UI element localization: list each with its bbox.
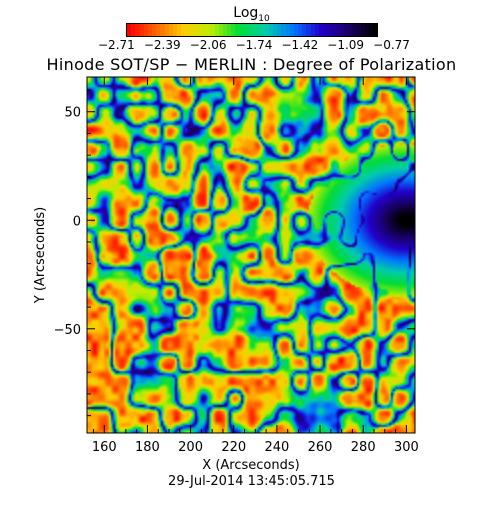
colorbar-segment <box>268 24 274 36</box>
colorbar-segment <box>289 24 294 36</box>
y-tick-label: 50 <box>64 106 81 121</box>
x-axis-label: X (Arcseconds) <box>202 458 299 473</box>
colorbar-segment <box>252 24 257 36</box>
colorbar-segment <box>348 24 353 36</box>
x-tick-label: 240 <box>264 440 289 455</box>
colorbar-segment <box>197 24 203 36</box>
colorbar-segment <box>306 24 311 36</box>
colorbar-segment <box>314 24 319 36</box>
colorbar-segment <box>152 24 157 36</box>
colorbar-segment <box>189 24 194 36</box>
colorbar-segment <box>139 24 144 36</box>
colorbar-segment <box>210 24 215 36</box>
colorbar-tick-label: −2.71 <box>98 38 135 52</box>
y-tick-label: −50 <box>54 323 81 338</box>
polarization-texture <box>87 77 415 433</box>
x-tick-label: 200 <box>178 440 203 455</box>
colorbar-segment <box>156 24 161 36</box>
colorbar-segment <box>364 24 369 36</box>
x-tick-label: 220 <box>221 440 246 455</box>
colorbar-segment <box>310 24 315 36</box>
x-tick-label: 180 <box>135 440 160 455</box>
colorbar-segment <box>331 24 336 36</box>
colorbar-segment <box>218 24 223 36</box>
colorbar-segment <box>164 24 169 36</box>
colorbar-segment <box>160 24 165 36</box>
x-tick-label: 260 <box>308 440 333 455</box>
colorbar-segment <box>260 24 265 36</box>
colorbar-segment <box>293 24 299 36</box>
colorbar-tick-label: −1.74 <box>235 38 273 52</box>
colorbar-segment <box>168 24 173 36</box>
x-tick-label: 300 <box>394 440 419 455</box>
colorbar-segment <box>202 24 207 36</box>
colorbar-segment <box>373 24 378 36</box>
colorbar-segment <box>318 24 324 36</box>
colorbar-segment <box>193 24 198 36</box>
colorbar <box>126 23 378 37</box>
x-tick-label: 280 <box>351 440 376 455</box>
colorbar-segment <box>335 24 340 36</box>
colorbar-segment <box>360 24 365 36</box>
colorbar-segment <box>281 24 286 36</box>
colorbar-segment <box>243 24 248 36</box>
colorbar-segment <box>247 24 253 36</box>
colorbar-segment <box>368 24 374 36</box>
colorbar-tick-label: −0.77 <box>373 38 410 52</box>
colorbar-tick-labels: −2.71 −2.39 −2.06 −1.74 −1.42 −1.09 −0.77 <box>98 38 410 52</box>
colorbar-segment <box>298 24 303 36</box>
y-axis-label: Y (Arcseconds) <box>33 207 48 304</box>
colorbar-segment <box>327 24 332 36</box>
y-tick-label: 0 <box>73 214 81 229</box>
colorbar-segment <box>339 24 344 36</box>
colorbar-segment <box>177 24 182 36</box>
colorbar-title: Log10 <box>0 5 503 24</box>
colorbar-segment <box>181 24 186 36</box>
colorbar-segment <box>352 24 357 36</box>
colorbar-segment <box>143 24 148 36</box>
colorbar-tick-label: −1.42 <box>281 38 319 52</box>
colorbar-segment <box>185 24 190 36</box>
colorbar-segment <box>256 24 261 36</box>
colorbar-segment <box>227 24 232 36</box>
plot-frame <box>86 76 416 434</box>
colorbar-segment <box>323 24 328 36</box>
colorbar-segment <box>231 24 236 36</box>
colorbar-segment <box>273 24 278 36</box>
colorbar-title-subscript: 10 <box>258 13 270 24</box>
colorbar-tick-label: −1.09 <box>327 38 365 52</box>
x-tick-label: 160 <box>92 440 117 455</box>
colorbar-segment <box>172 24 178 36</box>
colorbar-segment <box>356 24 361 36</box>
colorbar-segment <box>264 24 269 36</box>
chart-title: Hinode SOT/SP − MERLIN : Degree of Polar… <box>46 55 457 74</box>
colorbar-segment <box>222 24 228 36</box>
colorbar-tick-label: −2.39 <box>143 38 181 52</box>
colorbar-segment <box>214 24 219 36</box>
colorbar-segment <box>206 24 211 36</box>
colorbar-segment <box>127 24 132 36</box>
colorbar-segment <box>343 24 349 36</box>
colorbar-tick-label: −2.06 <box>189 38 227 52</box>
colorbar-segment <box>147 24 153 36</box>
observation-timestamp: 29-Jul-2014 13:45:05.715 <box>168 474 335 489</box>
colorbar-segment <box>235 24 240 36</box>
colorbar-segment <box>277 24 282 36</box>
colorbar-segment <box>135 24 140 36</box>
colorbar-segment <box>239 24 244 36</box>
colorbar-segment <box>131 24 136 36</box>
colorbar-segment <box>302 24 307 36</box>
colorbar-segment <box>285 24 290 36</box>
colorbar-title-text: Log <box>233 5 259 21</box>
